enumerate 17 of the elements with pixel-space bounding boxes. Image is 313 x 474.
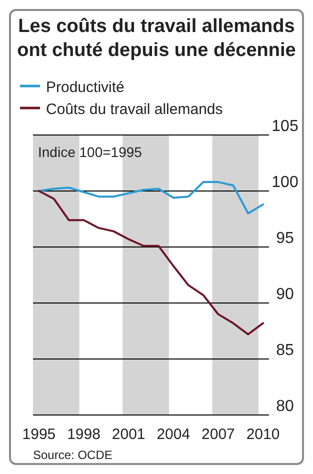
x-tick-label: 2010: [246, 426, 280, 443]
x-tick-label: 2007: [202, 426, 235, 443]
x-tick-label: 1998: [67, 426, 100, 443]
x-tick-label: 1995: [22, 426, 56, 443]
x-tick-label: 2001: [112, 426, 146, 443]
annotation: Indice 100=1995: [38, 144, 142, 160]
y-tick-label: 80: [276, 398, 294, 415]
y-tick-label: 100: [272, 174, 298, 191]
source-note: Source: OCDE: [33, 448, 112, 462]
y-tick-label: 105: [272, 118, 298, 135]
legend-label: Productivité: [46, 79, 124, 96]
legend-label: Coûts du travail allemands: [46, 101, 223, 118]
y-tick-label: 95: [276, 230, 294, 247]
chart-title: Les coûts du travail allemands ont chuté depuis une décennie: [17, 16, 296, 61]
y-tick-label: 85: [276, 342, 294, 359]
y-tick-label: 90: [276, 286, 294, 303]
x-tick-label: 2004: [156, 426, 190, 443]
